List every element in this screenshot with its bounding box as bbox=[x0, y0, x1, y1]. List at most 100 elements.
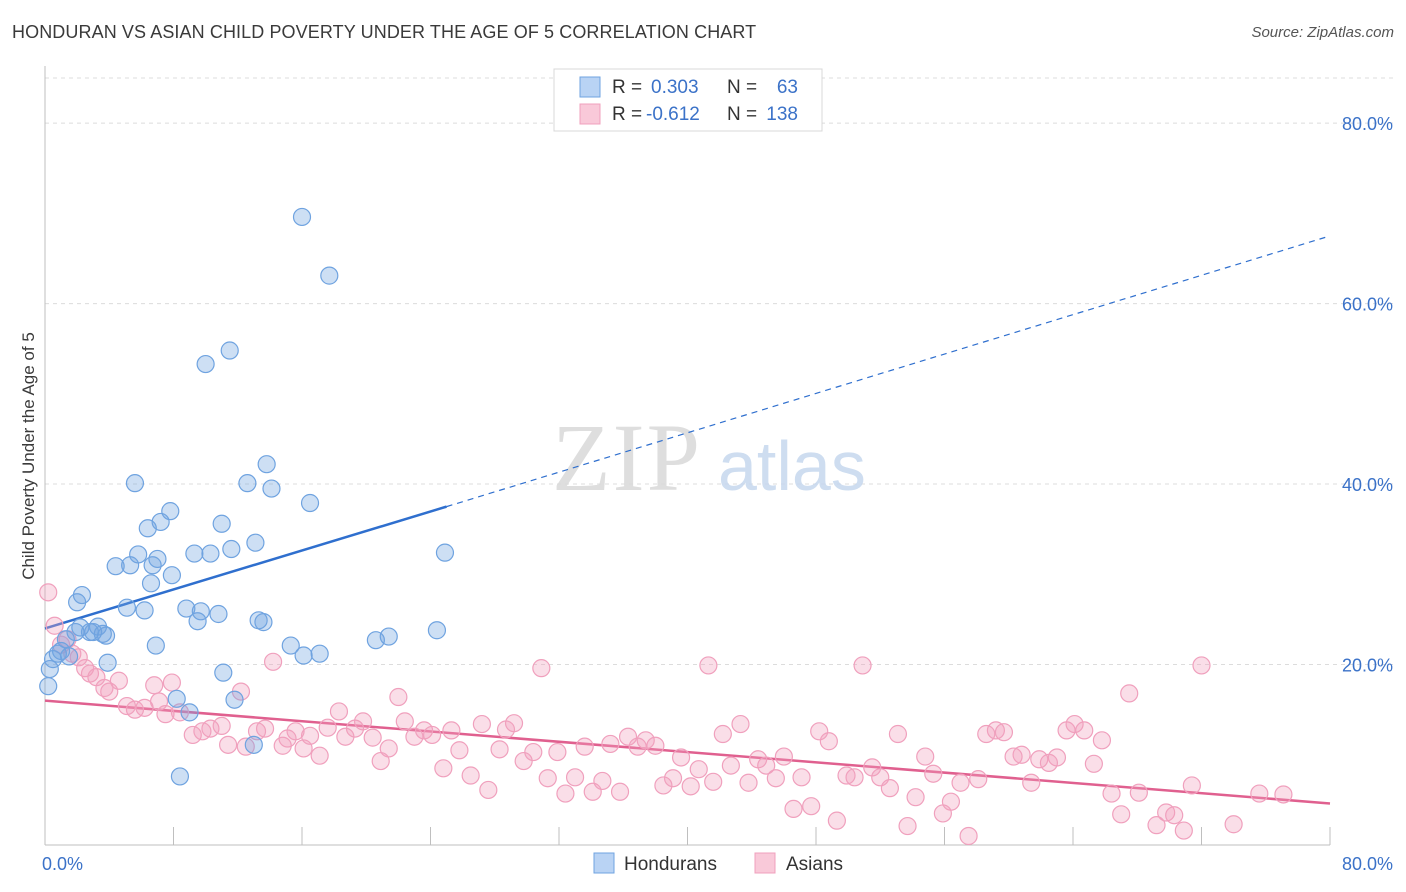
data-point bbox=[39, 677, 58, 696]
data-point bbox=[310, 644, 329, 663]
watermark-zip: ZIP bbox=[552, 404, 702, 511]
data-point bbox=[162, 673, 181, 692]
axes bbox=[44, 66, 1331, 846]
data-point bbox=[880, 779, 899, 798]
data-point bbox=[238, 474, 257, 493]
data-point bbox=[524, 742, 543, 762]
legend-asians-label: Asians bbox=[786, 854, 843, 875]
data-point bbox=[784, 799, 803, 819]
data-point bbox=[146, 636, 165, 655]
data-point bbox=[994, 723, 1014, 742]
data-point bbox=[704, 772, 723, 791]
data-point bbox=[281, 636, 300, 655]
data-point bbox=[117, 598, 137, 617]
data-point bbox=[802, 797, 821, 816]
data-point bbox=[819, 732, 838, 751]
data-point bbox=[916, 747, 935, 766]
data-point bbox=[56, 630, 75, 649]
data-point bbox=[721, 756, 740, 775]
data-point bbox=[969, 770, 988, 789]
data-point bbox=[310, 746, 329, 765]
data-point bbox=[565, 768, 585, 787]
data-point bbox=[141, 574, 161, 593]
data-point bbox=[1030, 750, 1049, 769]
data-point bbox=[618, 727, 638, 746]
data-point bbox=[442, 721, 461, 740]
data-point bbox=[191, 602, 210, 621]
chart-title: HONDURAN VS ASIAN CHILD POVERTY UNDER TH… bbox=[12, 22, 757, 42]
data-point bbox=[320, 266, 339, 285]
stats-legend: R = 0.303 N = 63 R = -0.612 N = 138 bbox=[553, 68, 823, 132]
data-point bbox=[379, 739, 398, 758]
data-point bbox=[1012, 745, 1031, 764]
data-point bbox=[731, 714, 750, 734]
data-point bbox=[556, 784, 575, 803]
data-point bbox=[263, 652, 283, 671]
data-point bbox=[300, 726, 320, 745]
data-point bbox=[548, 742, 567, 762]
data-point bbox=[663, 769, 683, 788]
data-point bbox=[1274, 785, 1293, 804]
data-point bbox=[1174, 821, 1193, 840]
data-point bbox=[39, 583, 58, 602]
legend-asians-swatch bbox=[754, 852, 776, 874]
data-point bbox=[636, 731, 655, 750]
data-point bbox=[1022, 773, 1041, 792]
data-point bbox=[601, 734, 620, 754]
data-point bbox=[1092, 731, 1112, 750]
data-point bbox=[180, 703, 199, 722]
data-point bbox=[461, 766, 480, 785]
data-point bbox=[69, 648, 88, 667]
data-point bbox=[671, 748, 691, 767]
data-point bbox=[538, 769, 557, 788]
data-point bbox=[699, 656, 718, 675]
data-point bbox=[610, 782, 630, 801]
trend-lines bbox=[44, 235, 1331, 805]
legend-hondurans-swatch bbox=[593, 852, 615, 874]
data-point bbox=[472, 714, 491, 734]
series-legend: Hondurans Asians bbox=[593, 852, 843, 875]
data-point bbox=[254, 613, 273, 632]
data-point bbox=[209, 604, 228, 624]
data-point bbox=[1165, 806, 1184, 825]
data-point bbox=[888, 724, 908, 744]
data-point bbox=[774, 747, 793, 766]
data-point bbox=[766, 769, 785, 788]
data-point bbox=[318, 718, 337, 737]
data-point bbox=[713, 724, 732, 744]
hondurans-n-value: 63 bbox=[777, 77, 798, 98]
data-point bbox=[185, 544, 204, 563]
data-point bbox=[1075, 721, 1094, 740]
asians-swatch bbox=[579, 103, 601, 125]
data-point bbox=[170, 703, 190, 722]
data-point bbox=[853, 656, 872, 675]
y-tick-labels: 20.0% 40.0% 60.0% 80.0% bbox=[1342, 114, 1393, 675]
data-point bbox=[1120, 684, 1139, 703]
data-point bbox=[188, 612, 207, 631]
hondurans-r-label: R = bbox=[612, 77, 642, 98]
data-point bbox=[40, 659, 59, 679]
data-point bbox=[170, 767, 190, 786]
data-point bbox=[93, 624, 112, 643]
data-point bbox=[906, 788, 925, 807]
data-point bbox=[201, 544, 220, 563]
data-point bbox=[434, 759, 453, 778]
data-point bbox=[951, 773, 970, 792]
data-point bbox=[45, 616, 64, 635]
x-tick-label-min: 0.0% bbox=[42, 854, 83, 874]
data-point bbox=[405, 727, 424, 746]
y-tick-label: 60.0% bbox=[1342, 295, 1393, 315]
data-point bbox=[212, 716, 231, 735]
data-point bbox=[575, 737, 594, 756]
asians-n-value: 138 bbox=[766, 104, 798, 125]
data-point bbox=[792, 768, 811, 787]
data-point bbox=[363, 728, 382, 747]
data-point bbox=[255, 719, 275, 738]
data-point bbox=[177, 599, 196, 618]
data-point bbox=[898, 816, 917, 836]
data-point bbox=[214, 663, 233, 682]
data-point bbox=[244, 735, 263, 754]
hondurans-n-label: N = bbox=[727, 77, 757, 98]
source-label: Source: ZipAtlas.com bbox=[1251, 24, 1394, 41]
asians-r-label: R = bbox=[612, 104, 642, 125]
